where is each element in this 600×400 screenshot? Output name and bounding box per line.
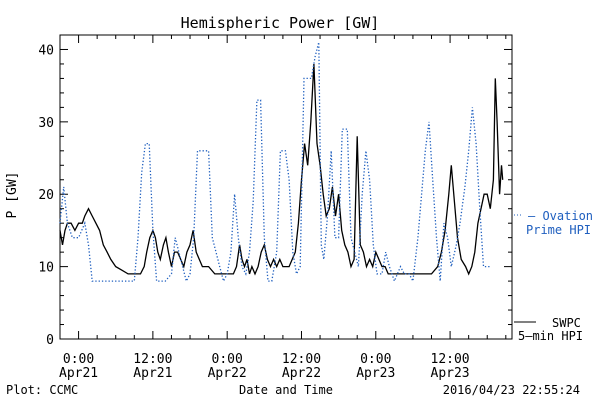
y-axis-label: P [GW]: [5, 172, 20, 219]
series-line-ovation: [59, 42, 491, 284]
chart-title: Hemispheric Power [GW]: [181, 14, 380, 32]
x-tick-time-label: 12:00: [282, 352, 321, 367]
x-axis: 0:00Apr2112:00Apr210:00Apr2212:00Apr220:…: [59, 35, 507, 381]
y-tick-label: 10: [38, 261, 54, 276]
y-tick-label: 0: [46, 333, 54, 348]
x-tick-date-label: Apr21: [59, 366, 98, 381]
x-tick-date-label: Apr22: [208, 366, 247, 381]
x-tick-time-label: 0:00: [63, 352, 94, 367]
x-tick-date-label: Apr21: [133, 366, 172, 381]
plot-frame: [59, 34, 513, 340]
y-tick-label: 40: [38, 43, 54, 58]
legend-swpc-line1: SWPC: [552, 316, 581, 330]
x-tick-time-label: 0:00: [360, 352, 391, 367]
legend-ovation-line1: — Ovation: [528, 209, 593, 223]
y-tick-label: 20: [38, 188, 54, 203]
legend-ovation-line2: Prime HPI: [526, 223, 591, 237]
x-tick-date-label: Apr23: [431, 366, 470, 381]
plot-credit: Plot: CCMC: [6, 383, 78, 397]
x-tick-date-label: Apr23: [356, 366, 395, 381]
series-line-swpc: [59, 63, 504, 276]
legend-swpc-line2: 5—min HPI: [518, 329, 583, 343]
y-axis-label-group: P [GW]: [5, 172, 20, 219]
x-tick-date-label: Apr22: [282, 366, 321, 381]
plot-timestamp: 2016/04/23 22:55:24: [443, 383, 580, 397]
y-axis: 0 10 20 30 40: [38, 43, 512, 348]
x-tick-time-label: 12:00: [133, 352, 172, 367]
x-tick-time-label: 12:00: [431, 352, 470, 367]
x-axis-label: Date and Time: [239, 383, 333, 397]
series-layer: [59, 42, 504, 284]
x-tick-time-label: 0:00: [212, 352, 243, 367]
y-tick-label: 30: [38, 116, 54, 131]
